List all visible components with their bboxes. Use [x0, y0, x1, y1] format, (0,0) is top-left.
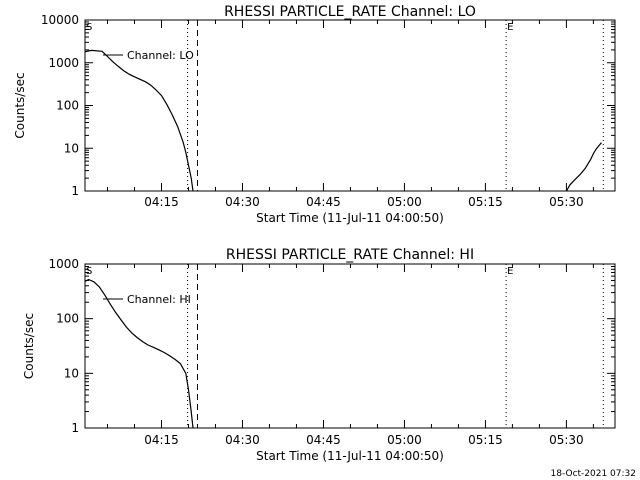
end-marker: E [507, 22, 513, 33]
x-tick-label: 05:15 [468, 433, 503, 447]
x-tick-label: 05:00 [387, 433, 422, 447]
x-tick-label: 05:00 [387, 195, 422, 209]
x-tick-label: 04:45 [306, 195, 341, 209]
data-series-line [85, 49, 194, 191]
footer-timestamp: 18-Oct-2021 07:32 [551, 469, 636, 479]
panel-hi: RHESSI PARTICLE_RATE Channel: HI Start Ti… [22, 247, 616, 463]
x-tick-label: 04:15 [144, 195, 179, 209]
x-tick-label: 05:15 [468, 195, 503, 209]
x-tick-label: 04:30 [225, 195, 260, 209]
y-tick-label: 1 [71, 421, 79, 435]
x-axis-label: Start Time (11-Jul-11 04:00:50) [256, 449, 444, 463]
y-tick-label: 1000 [48, 56, 79, 70]
x-axis-label: Start Time (11-Jul-11 04:00:50) [256, 211, 444, 225]
x-tick-label: 04:30 [225, 433, 260, 447]
plot-frame [84, 263, 616, 429]
y-tick-label: 100 [56, 99, 79, 113]
y-axis-label: Counts/sec [22, 313, 36, 379]
start-marker: S [86, 22, 92, 33]
start-marker: S [86, 266, 92, 277]
x-tick-label: 04:45 [306, 433, 341, 447]
y-tick-label: 10 [64, 141, 79, 155]
plot-frame [84, 19, 616, 192]
y-axis-label: Counts/sec [13, 72, 27, 138]
chart-title: RHESSI PARTICLE_RATE Channel: LO [224, 4, 476, 20]
x-tick-label: 04:15 [144, 433, 179, 447]
y-tick-label: 10 [64, 366, 79, 380]
data-series-line [565, 142, 602, 191]
data-series-line [85, 278, 194, 428]
x-tick-label: 05:30 [549, 433, 584, 447]
legend-label: Channel: HI [127, 293, 191, 306]
y-tick-label: 10000 [41, 13, 79, 27]
y-tick-label: 1000 [48, 257, 79, 271]
chart-title: RHESSI PARTICLE_RATE Channel: HI [226, 247, 474, 263]
legend-label: Channel: LO [127, 49, 194, 62]
y-tick-label: 100 [56, 312, 79, 326]
panel-lo: RHESSI PARTICLE_RATE Channel: LO Start Ti… [13, 4, 616, 225]
x-tick-label: 05:30 [549, 195, 584, 209]
y-tick-label: 1 [71, 184, 79, 198]
end-marker: E [507, 266, 513, 277]
